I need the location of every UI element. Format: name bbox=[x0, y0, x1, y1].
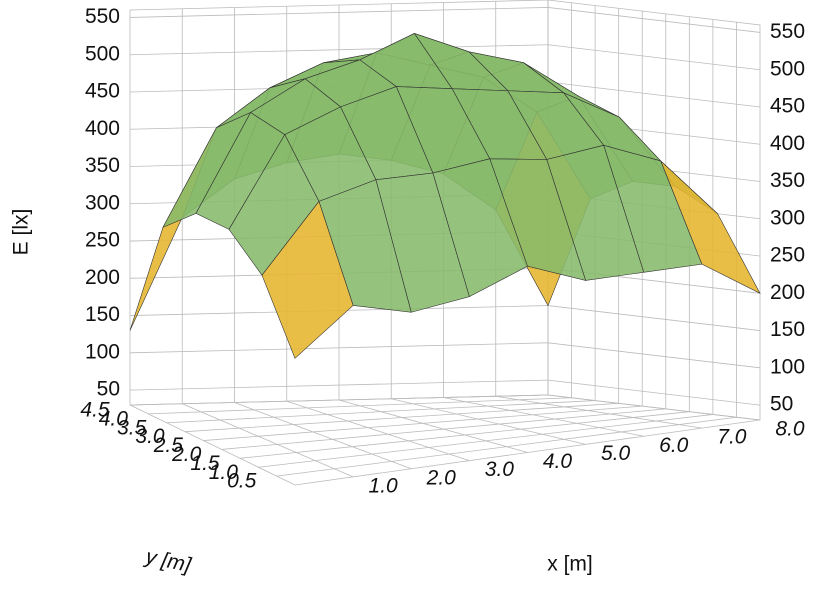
grid-line bbox=[547, 394, 761, 421]
x-tick-label: 4.0 bbox=[543, 450, 573, 473]
z-tick-label: 400 bbox=[85, 117, 120, 140]
grid-line bbox=[129, 394, 549, 406]
z-tick-label: 200 bbox=[770, 281, 805, 304]
z-tick-label: 100 bbox=[770, 355, 805, 378]
y-tick-label: 4.5 bbox=[80, 399, 110, 422]
z-tick-label: 450 bbox=[85, 80, 120, 103]
grid-line bbox=[547, 7, 761, 33]
x-tick-label: 1.0 bbox=[369, 474, 399, 497]
z-tick-label: 150 bbox=[770, 318, 805, 341]
z-tick-label: 450 bbox=[770, 95, 805, 118]
x-axis-title: x [m] bbox=[547, 553, 593, 576]
z-tick-label: 100 bbox=[85, 340, 120, 363]
grid-line bbox=[391, 398, 586, 445]
grid-line bbox=[286, 400, 470, 462]
x-tick-label: 7.0 bbox=[717, 426, 747, 449]
grid-line bbox=[166, 400, 596, 424]
grid-line bbox=[184, 402, 619, 433]
grid-line bbox=[547, 305, 761, 331]
x-tick-label: 8.0 bbox=[775, 418, 805, 441]
z-tick-label: 300 bbox=[85, 191, 120, 214]
z-tick-label: 50 bbox=[770, 393, 793, 416]
y-tick-label: 2.5 bbox=[153, 434, 184, 457]
grid-line bbox=[148, 397, 572, 415]
grid-line bbox=[276, 416, 737, 477]
z-tick-label: 200 bbox=[85, 266, 120, 289]
x-tick-label: 2.0 bbox=[426, 466, 457, 489]
grid-line bbox=[547, 81, 761, 108]
grid-line bbox=[547, 44, 761, 71]
z-tick-label: 250 bbox=[770, 244, 805, 267]
z-tick-label: 350 bbox=[770, 169, 805, 192]
y-tick-label: 0.5 bbox=[227, 470, 257, 493]
z-tick-label: 50 bbox=[97, 378, 120, 401]
grid-line bbox=[547, 342, 761, 369]
grid-line bbox=[547, 379, 761, 406]
y-tick-label: 3.5 bbox=[117, 416, 147, 439]
y-axis-title: y [m] bbox=[142, 545, 194, 578]
z-tick-label: 250 bbox=[85, 229, 120, 252]
grid-line bbox=[203, 405, 643, 441]
z-tick-label: 500 bbox=[770, 57, 805, 80]
z-tick-label: 550 bbox=[770, 20, 805, 43]
x-tick-label: 3.0 bbox=[485, 458, 515, 481]
z-tick-label: 550 bbox=[85, 5, 120, 28]
x-tick-label: 6.0 bbox=[659, 434, 689, 457]
grid-line bbox=[443, 397, 644, 437]
y-tick-label: 1.5 bbox=[190, 452, 220, 475]
z-tick-label: 300 bbox=[770, 206, 805, 229]
y-tick-label: 4.0 bbox=[99, 407, 129, 430]
grid-line bbox=[258, 414, 713, 468]
z-tick-label: 150 bbox=[85, 303, 120, 326]
grid-line bbox=[239, 411, 690, 459]
z-tick-label: 400 bbox=[770, 132, 805, 155]
grid-line bbox=[338, 399, 528, 453]
x-tick-label: 5.0 bbox=[601, 442, 631, 465]
grid-line bbox=[495, 395, 702, 429]
grid-line bbox=[221, 408, 666, 450]
z-tick-label: 350 bbox=[85, 154, 120, 177]
y-tick-label: 3.0 bbox=[135, 425, 165, 448]
grid-line bbox=[182, 403, 354, 478]
z-tick-label: 500 bbox=[85, 42, 120, 65]
y-tick-label: 2.0 bbox=[171, 443, 202, 466]
surface-cell bbox=[261, 200, 354, 359]
grid-line bbox=[234, 402, 412, 470]
z-axis-title: E [lx] bbox=[10, 209, 33, 256]
y-tick-label: 1.0 bbox=[209, 461, 239, 484]
